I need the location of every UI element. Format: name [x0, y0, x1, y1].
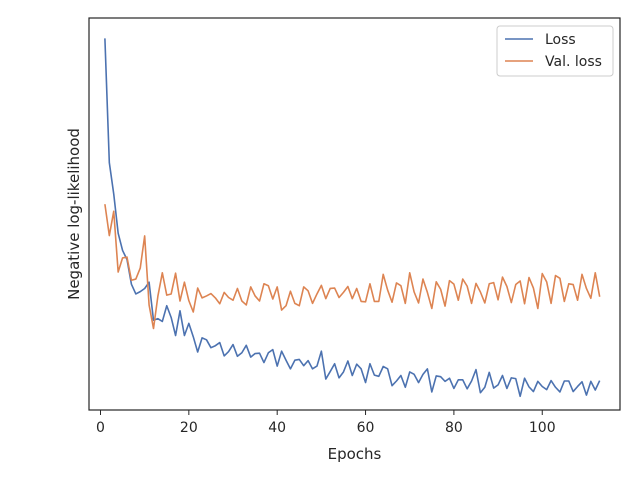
x-tick-label: 60: [357, 420, 375, 436]
legend: Loss Val. loss: [496, 25, 614, 77]
legend-label-val-loss: Val. loss: [545, 54, 602, 70]
legend-label-loss: Loss: [545, 32, 576, 48]
plot-lines: [104, 38, 601, 398]
x-axis-label: Epochs: [328, 445, 382, 463]
x-tick-label: 20: [180, 420, 198, 436]
x-axis-ticks: 0 20 40 60 80 100: [96, 410, 556, 436]
series-line-val-loss: [104, 204, 601, 330]
x-tick-label: 100: [529, 420, 556, 436]
plot-frame: [88, 17, 621, 411]
y-axis-label: Negative log-likelihood: [65, 128, 83, 300]
series-line-loss: [104, 38, 601, 398]
x-tick-label: 40: [268, 420, 286, 436]
x-tick-label: 0: [96, 420, 105, 436]
x-tick-label: 80: [445, 420, 463, 436]
